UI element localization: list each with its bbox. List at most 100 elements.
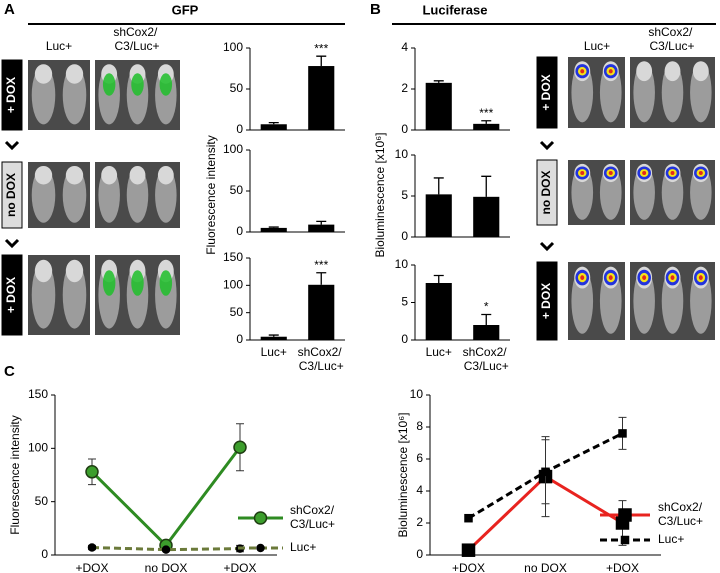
mouse-head [65,165,84,185]
luminescence [642,275,647,280]
y-tick-label: 5 [401,188,408,202]
x-tick-label: shCox2/ C3/Luc+ [463,345,510,373]
y-tick-label: 2 [416,515,423,529]
panel-header: GFP [172,2,199,17]
dox-label: + DOX [4,277,18,313]
error-bar [433,80,444,83]
chevron [539,140,555,151]
bar [308,224,335,232]
legend-marker [620,535,630,545]
image-column-label: Luc+ [584,39,610,53]
x-tick-label: Luc+ [426,345,452,359]
x-tick-label: Luc+ [261,345,287,359]
gfp-signal [131,73,144,96]
marker [85,465,99,479]
y-tick-label: 50 [230,183,244,197]
y-tick-label: 100 [28,441,48,455]
y-tick-label: 4 [416,483,423,497]
marker [161,545,171,554]
marker [541,467,550,477]
y-tick-label: 10 [395,257,409,271]
gfp-signal [159,270,173,296]
y-tick-label: 100 [223,142,243,156]
y-tick-label: 50 [230,305,244,319]
mouse-head [34,64,53,84]
y-axis-label: Bioluminescence [x10⁶] [396,412,410,537]
luminescence [698,275,703,280]
dox-box [536,261,558,341]
x-tick-label: +DOX [452,561,485,573]
x-tick-label: +DOX [75,561,108,573]
y-tick-label: 6 [416,451,423,465]
series-line [91,546,241,552]
bar [308,66,335,130]
significance: *** [314,41,328,55]
x-tick-label: shCox2/ C3/Luc+ [298,345,345,373]
mouse-head [34,165,53,185]
error-bar [433,274,444,283]
y-tick-label: 0 [401,122,408,136]
y-axis-label: Fluorescence intensity [204,135,218,254]
bar [260,336,287,340]
legend-marker [618,508,632,522]
mouse-head [34,259,53,283]
chevron [539,241,555,252]
x-tick-label: no DOX [145,561,188,573]
luminescence [608,171,613,175]
y-axis-label: Bioluminescence [x10⁶] [373,132,387,257]
error-bar [268,334,279,337]
y-tick-label: 150 [223,250,243,264]
dox-label: + DOX [539,74,553,110]
gfp-signal [159,73,173,96]
luminescence [580,275,585,280]
luminescence [670,171,675,175]
marker [233,440,247,455]
gfp-signal [102,73,116,96]
dox-box [536,159,558,226]
luminescence [698,171,703,175]
bar [473,123,500,130]
y-tick-label: 0 [236,122,243,136]
image-column-label: shCox2/ C3/Luc+ [648,25,695,53]
error-bar [316,220,327,225]
y-tick-label: 0 [416,547,423,561]
bar [308,284,335,340]
y-tick-label: 10 [395,147,409,161]
x-tick-label: +DOX [223,561,256,573]
significance: * [484,300,489,314]
mouse-head [101,165,118,185]
y-tick-label: 100 [223,278,243,292]
mouse-head [129,165,146,185]
marker [87,543,97,552]
significance: *** [314,258,328,272]
bar [425,82,452,130]
chevron [4,238,20,249]
error-bar [481,313,492,325]
y-tick-label: 5 [401,295,408,309]
luminescence [608,69,613,74]
mouse-head [65,259,84,283]
mouse-head [65,64,84,84]
image-column-label: Luc+ [46,39,72,53]
luminescence [642,171,647,175]
y-tick-label: 8 [416,419,423,433]
bar [260,227,287,232]
mouse-head [636,61,653,82]
panel-label: A [4,1,15,18]
dox-label: + DOX [539,283,553,319]
error-bar [433,177,444,195]
y-tick-label: 50 [230,81,244,95]
panel-label: B [370,1,381,18]
y-tick-label: 0 [236,224,243,238]
y-axis-label: Fluorescence intensity [8,415,22,534]
panel-label: C [4,363,15,380]
y-tick-label: 50 [35,494,49,508]
luminescence [580,171,585,175]
bar [260,124,287,130]
dox-box [1,59,23,131]
x-tick-label: +DOX [606,561,639,573]
significance: *** [479,106,493,120]
bar [473,196,500,237]
marker [461,543,476,557]
